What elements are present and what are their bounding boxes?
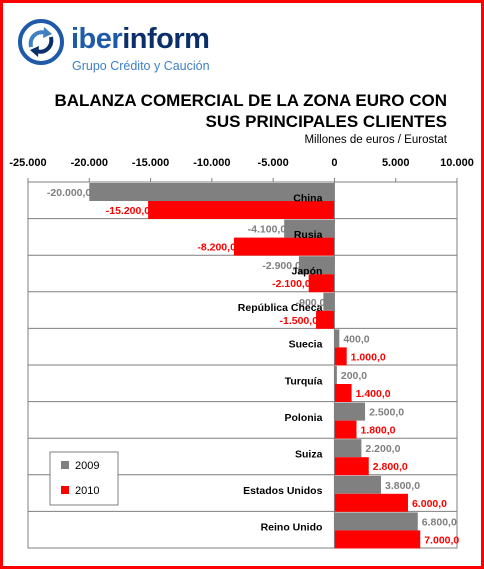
chart-title-line1: BALANZA COMERCIAL DE LA ZONA EURO CON — [54, 91, 447, 110]
chart-subtitle: Millones de euros / Eurostat — [304, 134, 447, 146]
tick-label: -25.000 — [9, 157, 46, 169]
bar-2010 — [334, 384, 352, 402]
category-label: Estados Unidos — [243, 485, 323, 497]
data-label-2009: 3.800,0 — [385, 480, 420, 492]
data-label-2010: 6.000,0 — [412, 498, 447, 510]
logo-wordmark-part1: iber — [71, 23, 123, 55]
data-label-2010: -15.200,0 — [106, 205, 151, 217]
bar-2009 — [298, 256, 335, 275]
bar-2009 — [334, 402, 366, 421]
bar-2010 — [334, 457, 369, 476]
bar-2010 — [233, 237, 335, 256]
logo-tagline: Grupo Crédito y Caución — [72, 59, 210, 73]
tick-label: -20.000 — [71, 157, 108, 169]
category-label: Reino Unido — [261, 522, 323, 534]
data-label-2010: -8.200,0 — [197, 242, 236, 254]
data-label-2010: -1.500,0 — [280, 315, 319, 327]
bar-2009 — [89, 183, 335, 201]
category-label: Rusia — [294, 229, 323, 241]
chart-title-line2: SUS PRINCIPALES CLIENTES — [205, 112, 448, 131]
data-label-2009: -20.000,0 — [47, 187, 92, 199]
data-label-2010: 1.400,0 — [356, 388, 391, 400]
data-label-2009: 200,0 — [341, 370, 367, 382]
legend-box — [49, 451, 119, 506]
tick-label: -10.000 — [193, 157, 230, 169]
tick-label: 10.000 — [440, 157, 474, 169]
category-label: Turquía — [285, 375, 323, 387]
data-label-2009: -2.900,0 — [262, 260, 301, 272]
bar-2010 — [334, 530, 421, 549]
category-label: República Checa — [238, 302, 323, 314]
data-label-2010: 2.800,0 — [373, 461, 408, 473]
category-label: Suiza — [295, 449, 323, 461]
category-label: Polonia — [285, 412, 323, 424]
bar-2009 — [334, 475, 382, 494]
category-label: China — [293, 192, 322, 204]
tick-label: -5.000 — [258, 157, 289, 169]
tick-label: 0 — [331, 157, 337, 169]
bar-2009 — [334, 512, 418, 531]
bar-2009 — [323, 292, 335, 311]
legend-swatch-2010 — [61, 486, 69, 494]
legend-label-2010: 2010 — [75, 485, 99, 497]
bar-2010 — [148, 201, 335, 219]
circular-arrows-icon — [18, 19, 64, 65]
bar-chart: -25.000 -20.000 -15.000 -10.000 -5.000 0 5.000… — [9, 157, 474, 549]
data-label-2009: 2.200,0 — [365, 443, 400, 455]
data-label-2009: 6.800,0 — [422, 516, 457, 528]
data-label-2009: -4.100,0 — [248, 224, 287, 236]
bar-2010 — [334, 493, 408, 512]
bar-2009 — [334, 366, 337, 384]
data-label-2010: 7.000,0 — [424, 534, 459, 546]
tick-label: 5.000 — [382, 157, 410, 169]
legend-label-2009: 2009 — [75, 460, 99, 472]
bar-2009 — [284, 219, 335, 238]
bar-2010 — [334, 420, 357, 439]
tick-label: -15.000 — [132, 157, 169, 169]
data-label-2009: 400,0 — [343, 333, 369, 345]
data-label-2010: 1.000,0 — [351, 351, 386, 363]
logo-wordmark-part2: inform — [122, 23, 210, 55]
category-label: Suecia — [289, 339, 323, 351]
legend-swatch-2009 — [61, 461, 69, 469]
data-label-2010: -2.100,0 — [272, 278, 311, 290]
data-label-2009: -900,0 — [296, 297, 326, 309]
logo-wordmark: iberinform — [71, 23, 210, 56]
data-label-2010: 1.800,0 — [360, 425, 395, 437]
bar-2010 — [334, 347, 347, 366]
category-label: Japón — [292, 266, 323, 278]
bar-2010 — [316, 310, 335, 329]
data-label-2009: 2.500,0 — [369, 407, 404, 419]
bar-2009 — [334, 329, 340, 348]
bar-2009 — [334, 439, 362, 458]
bar-2010 — [308, 274, 335, 293]
